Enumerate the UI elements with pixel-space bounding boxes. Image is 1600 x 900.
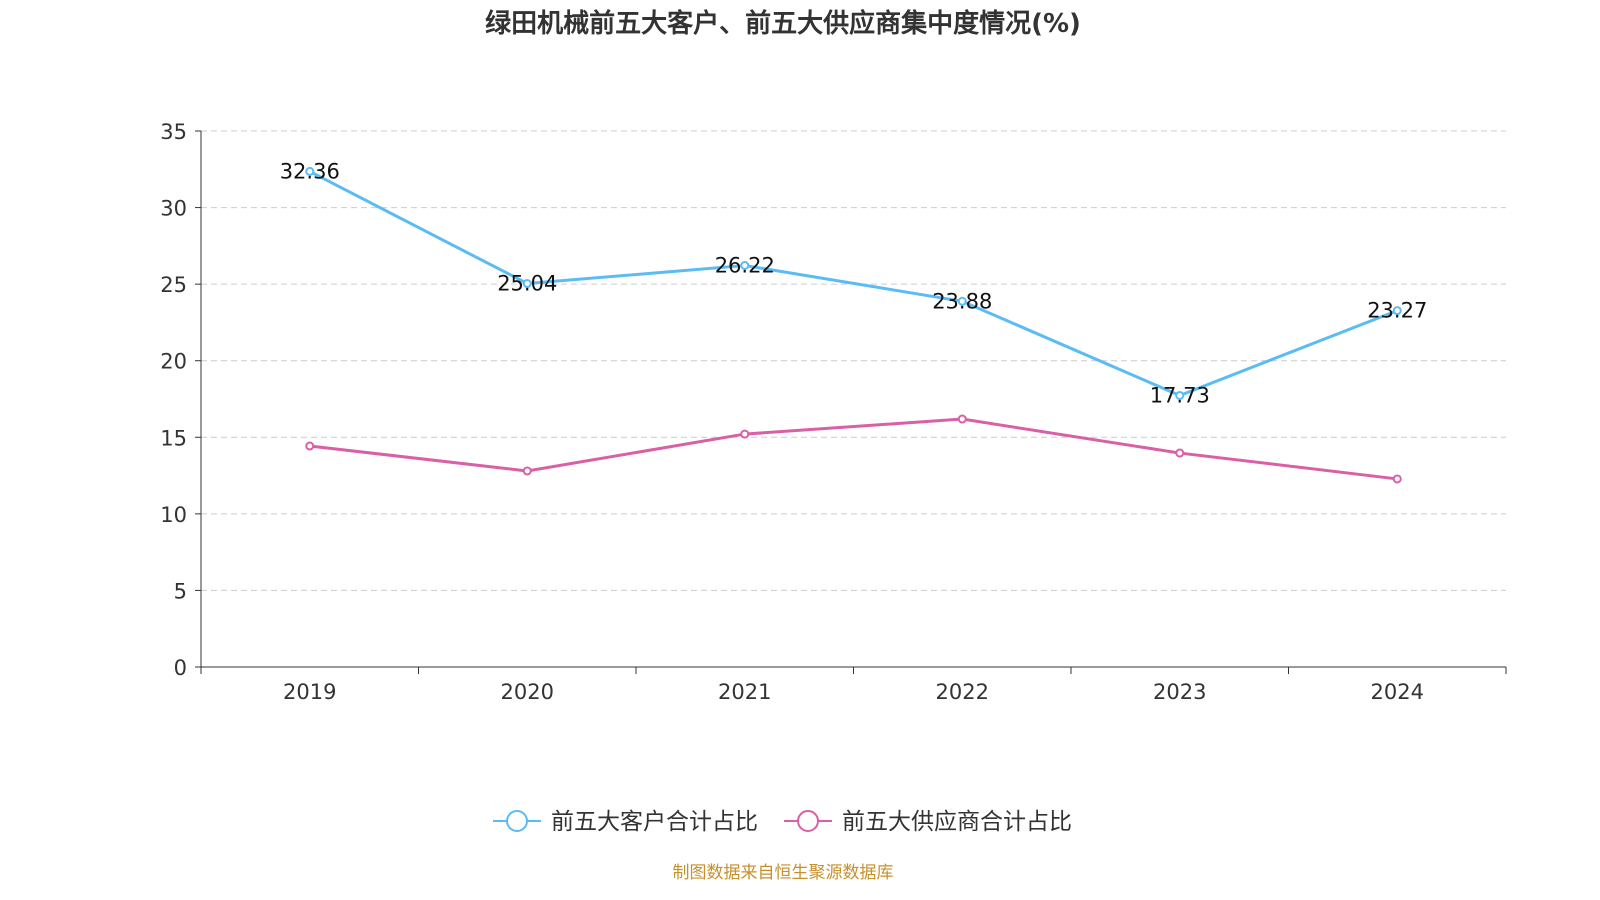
x-tick-label: 2023 bbox=[1153, 680, 1206, 704]
x-tick-label: 2022 bbox=[936, 680, 989, 704]
series-line bbox=[309, 170, 1398, 398]
y-tick-label: 10 bbox=[160, 503, 187, 527]
x-tick-label: 2024 bbox=[1371, 680, 1424, 704]
y-tick-label: 30 bbox=[160, 197, 187, 221]
data-point[interactable] bbox=[522, 466, 532, 476]
series-line bbox=[309, 417, 1398, 481]
data-label: 32.36 bbox=[280, 159, 340, 183]
data-point[interactable] bbox=[740, 429, 750, 439]
data-point[interactable] bbox=[1392, 474, 1402, 484]
data-point[interactable] bbox=[1392, 306, 1402, 316]
data-point[interactable] bbox=[305, 166, 315, 176]
x-tick-label: 2019 bbox=[283, 680, 336, 704]
data-point[interactable] bbox=[957, 414, 967, 424]
x-tick-label: 2020 bbox=[501, 680, 554, 704]
source-note: 制图数据来自恒生聚源数据库 bbox=[673, 863, 894, 883]
legend-label[interactable]: 前五大客户合计占比 bbox=[551, 809, 758, 835]
y-tick-label: 35 bbox=[160, 120, 187, 144]
data-point[interactable] bbox=[1175, 390, 1185, 400]
x-tick-label: 2021 bbox=[718, 680, 771, 704]
legend-label[interactable]: 前五大供应商合计占比 bbox=[842, 809, 1072, 835]
data-point[interactable] bbox=[957, 296, 967, 306]
data-label: 17.73 bbox=[1150, 383, 1210, 407]
data-label: 23.88 bbox=[932, 289, 992, 313]
y-tick-label: 0 bbox=[174, 656, 187, 680]
data-label: 25.04 bbox=[497, 272, 557, 296]
data-label: 23.27 bbox=[1367, 299, 1427, 323]
y-tick-label: 15 bbox=[160, 426, 187, 450]
y-tick-label: 20 bbox=[160, 350, 187, 374]
data-point[interactable] bbox=[305, 441, 315, 451]
legend-marker-icon[interactable] bbox=[797, 810, 819, 832]
y-tick-label: 5 bbox=[174, 579, 187, 603]
data-point[interactable] bbox=[740, 260, 750, 270]
chart-title: 绿田机械前五大客户、前五大供应商集中度情况(%) bbox=[485, 8, 1081, 39]
data-label: 26.22 bbox=[715, 253, 775, 277]
y-tick-label: 25 bbox=[160, 273, 187, 297]
legend-marker-icon[interactable] bbox=[506, 810, 528, 832]
data-point[interactable] bbox=[522, 279, 532, 289]
data-point[interactable] bbox=[1175, 448, 1185, 458]
